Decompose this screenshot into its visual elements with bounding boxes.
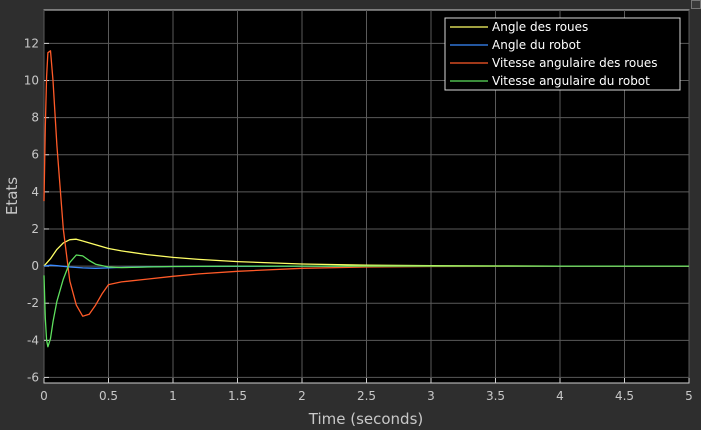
series-line-4 bbox=[43, 254, 689, 348]
undock-button[interactable] bbox=[691, 0, 701, 9]
x-tick-labels: 0 0.5 1 1.5 2 2.5 3 3.5 4 4.5 5 bbox=[40, 389, 693, 403]
x-tick-label: 1.5 bbox=[228, 389, 247, 403]
y-tick-label: 12 bbox=[24, 36, 39, 50]
legend-entry: Angle des roues bbox=[492, 20, 588, 34]
x-tick-label: 2.5 bbox=[357, 389, 376, 403]
series-line-3 bbox=[43, 50, 689, 317]
y-tick-labels: -6 -4 -2 0 2 4 6 8 10 12 bbox=[24, 36, 39, 384]
legend-box bbox=[444, 17, 681, 91]
legend-entry: Vitesse angulaire des roues bbox=[492, 56, 657, 70]
x-axis-label: Time (seconds) bbox=[308, 410, 424, 428]
x-tick-label: 5 bbox=[685, 389, 693, 403]
y-tick-label: 4 bbox=[31, 185, 39, 199]
grid-lines bbox=[43, 10, 690, 383]
x-tick-label: 4 bbox=[556, 389, 564, 403]
x-tick-label: 0 bbox=[40, 389, 48, 403]
y-axis-label: Etats bbox=[3, 177, 21, 215]
legend-entry: Vitesse angulaire du robot bbox=[492, 74, 650, 88]
y-tick-label: 8 bbox=[31, 111, 39, 125]
x-tick-label: 4.5 bbox=[615, 389, 634, 403]
x-tick-label: 0.5 bbox=[99, 389, 118, 403]
x-tick-label: 1 bbox=[169, 389, 177, 403]
y-tick-label: -2 bbox=[27, 296, 39, 310]
x-tick-label: 3.5 bbox=[486, 389, 505, 403]
x-tick-label: 2 bbox=[298, 389, 306, 403]
y-tick-label: -6 bbox=[27, 370, 39, 384]
y-tick-label: 2 bbox=[31, 222, 39, 236]
y-tick-label: 10 bbox=[24, 74, 39, 88]
y-tick-label: -4 bbox=[27, 333, 39, 347]
series-layer bbox=[43, 50, 689, 348]
y-tick-label: 0 bbox=[31, 259, 39, 273]
y-tick-label: 6 bbox=[31, 148, 39, 162]
legend: Angle des roues Angle du robot Vitesse ang… bbox=[444, 17, 681, 91]
x-tick-label: 3 bbox=[427, 389, 435, 403]
legend-entry: Angle du robot bbox=[492, 38, 581, 52]
